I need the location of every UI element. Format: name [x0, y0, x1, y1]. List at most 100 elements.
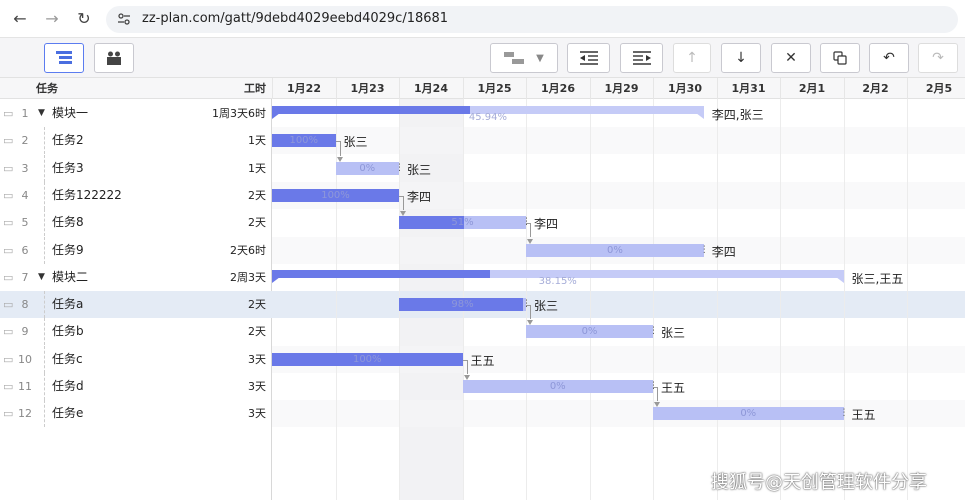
task-bar[interactable]: 0% ⋮	[526, 325, 658, 339]
resize-handle[interactable]: ⋮	[522, 217, 531, 228]
timeline-date: 1月23	[335, 78, 399, 99]
task-name[interactable]: 任务e	[52, 406, 84, 421]
delete-button[interactable]: ✕	[771, 43, 811, 73]
link-bars-icon	[504, 52, 525, 64]
forward-arrow-icon[interactable]: →	[45, 9, 59, 28]
site-settings-icon[interactable]	[116, 11, 132, 27]
comment-icon[interactable]: ▭	[3, 161, 14, 175]
task-row[interactable]: ▭ 8 任务a 2天	[0, 291, 272, 319]
task-row[interactable]: ▭ 4 任务122222 2天	[0, 181, 272, 209]
resize-handle[interactable]: ⋮	[395, 163, 404, 174]
address-bar[interactable]: zz-plan.com/gatt/9debd4029eebd4029c/1868…	[106, 6, 958, 33]
reload-icon[interactable]: ↻	[77, 9, 91, 28]
comment-icon[interactable]: ▭	[3, 188, 14, 202]
tree-guide-line	[44, 373, 45, 400]
task-name[interactable]: 任务3	[52, 160, 84, 175]
group-row[interactable]: ▭ 7 ▼ 模块二 2周3天	[0, 264, 272, 291]
task-row[interactable]: ▭ 12 任务e 3天	[0, 400, 272, 428]
tree-guide-line	[44, 154, 45, 182]
comment-icon[interactable]: ▭	[3, 380, 14, 393]
comment-icon[interactable]: ▭	[3, 134, 14, 148]
task-name[interactable]: 模块二	[52, 269, 89, 284]
resize-handle[interactable]: ⋮	[649, 326, 658, 337]
task-name[interactable]: 任务122222	[52, 187, 122, 202]
progress-label: 100%	[321, 189, 350, 201]
resize-handle[interactable]: ⋮	[522, 299, 531, 310]
undo-button[interactable]: ↶	[869, 43, 909, 73]
row-number: 2	[21, 134, 29, 148]
tree-guide-line	[44, 181, 45, 209]
task-duration: 2天	[248, 325, 266, 339]
task-bar[interactable]: 98% ⋮	[399, 298, 531, 312]
row-number: 7	[21, 270, 29, 284]
resize-handle[interactable]: ⋮	[700, 245, 709, 256]
task-name[interactable]: 模块一	[52, 106, 89, 120]
comment-icon[interactable]: ▭	[3, 270, 14, 284]
task-name[interactable]: 任务a	[52, 297, 84, 312]
dependency-line	[657, 387, 658, 402]
chevron-down-icon: ▼	[536, 52, 544, 64]
task-row[interactable]: ▭ 5 任务8 2天	[0, 209, 272, 237]
assignee-label: 张三	[661, 326, 686, 341]
task-bar[interactable]: 0% ⋮	[462, 380, 658, 393]
link-mode-dropdown[interactable]: ▼	[490, 43, 558, 73]
assignee-label: 王五	[470, 353, 495, 368]
task-row[interactable]: ▭ 3 任务3 1天	[0, 154, 272, 182]
people-view-button[interactable]	[94, 43, 134, 73]
tree-guide-line	[44, 236, 45, 264]
resize-handle[interactable]: ⋮	[649, 381, 658, 391]
task-bar[interactable]: 100%	[272, 188, 399, 202]
task-bar[interactable]: 100%	[272, 134, 336, 148]
dependency-arrow-icon	[336, 156, 343, 162]
move-up-button[interactable]: ↑	[673, 43, 711, 73]
task-bar[interactable]: 0% ⋮	[653, 407, 849, 421]
summary-bar[interactable]: 45.94%	[272, 106, 704, 123]
timeline-header: 1月22 1月23 1月24 1月25 1月26 1月29 1月30 1月31 2月1 2月2 2月…	[272, 78, 965, 99]
copy-button[interactable]	[820, 43, 860, 73]
comment-icon[interactable]: ▭	[3, 298, 14, 312]
task-bar[interactable]: 0% ⋮	[526, 243, 709, 257]
task-name[interactable]: 任务8	[52, 215, 84, 230]
assignee-label: 李四	[534, 217, 559, 232]
comment-icon[interactable]: ▭	[3, 243, 14, 257]
task-name[interactable]: 任务2	[52, 133, 84, 148]
redo-button[interactable]: ↷	[918, 43, 958, 73]
row-number: 11	[18, 380, 32, 393]
expand-toggle-icon[interactable]: ▼	[38, 108, 45, 118]
task-row[interactable]: ▭ 2 任务2 1天	[0, 127, 272, 155]
task-row[interactable]: ▭ 11 任务d 3天	[0, 373, 272, 400]
task-row[interactable]: ▭ 10 任务c 3天	[0, 345, 272, 373]
resize-handle[interactable]: ⋮	[840, 408, 849, 419]
task-name[interactable]: 任务d	[52, 379, 84, 393]
timeline-date: 1月24	[399, 78, 462, 99]
assignee-label: 李四	[407, 189, 432, 204]
comment-icon[interactable]: ▭	[3, 107, 14, 120]
dependency-link	[653, 387, 657, 388]
outdent-button[interactable]	[567, 43, 610, 73]
task-bar[interactable]: 0% ⋮	[335, 161, 404, 175]
task-row[interactable]: ▭ 6 任务9 2天6时	[0, 236, 272, 264]
summary-bar[interactable]: 38.15%	[272, 269, 844, 287]
list-view-button[interactable]	[44, 43, 84, 73]
comment-icon[interactable]: ▭	[3, 352, 14, 366]
task-bar[interactable]: 51% ⋮	[399, 216, 531, 230]
timeline-date: 2月5	[907, 78, 965, 99]
tree-guide-line	[44, 400, 45, 428]
group-row[interactable]: ▭ 1 ▼ 模块一 1周3天6时	[0, 100, 272, 127]
assignee-label: 张三	[407, 162, 432, 177]
move-down-button[interactable]: ↓	[721, 43, 761, 73]
task-name[interactable]: 任务b	[52, 324, 84, 339]
arrow-up-icon: ↑	[686, 50, 698, 66]
task-bar[interactable]: 100%	[272, 352, 463, 366]
comment-icon[interactable]: ▭	[3, 216, 14, 230]
back-arrow-icon[interactable]: ←	[13, 9, 27, 28]
task-row[interactable]: ▭ 9 任务b 2天	[0, 318, 272, 346]
task-name[interactable]: 任务9	[52, 242, 84, 257]
comment-icon[interactable]: ▭	[3, 407, 14, 421]
indent-button[interactable]	[620, 43, 663, 73]
assignee-label: 张三	[343, 135, 368, 150]
comment-icon[interactable]: ▭	[3, 325, 14, 339]
task-name[interactable]: 任务c	[52, 351, 83, 366]
task-duration: 2天	[248, 216, 266, 230]
expand-toggle-icon[interactable]: ▼	[38, 271, 45, 282]
